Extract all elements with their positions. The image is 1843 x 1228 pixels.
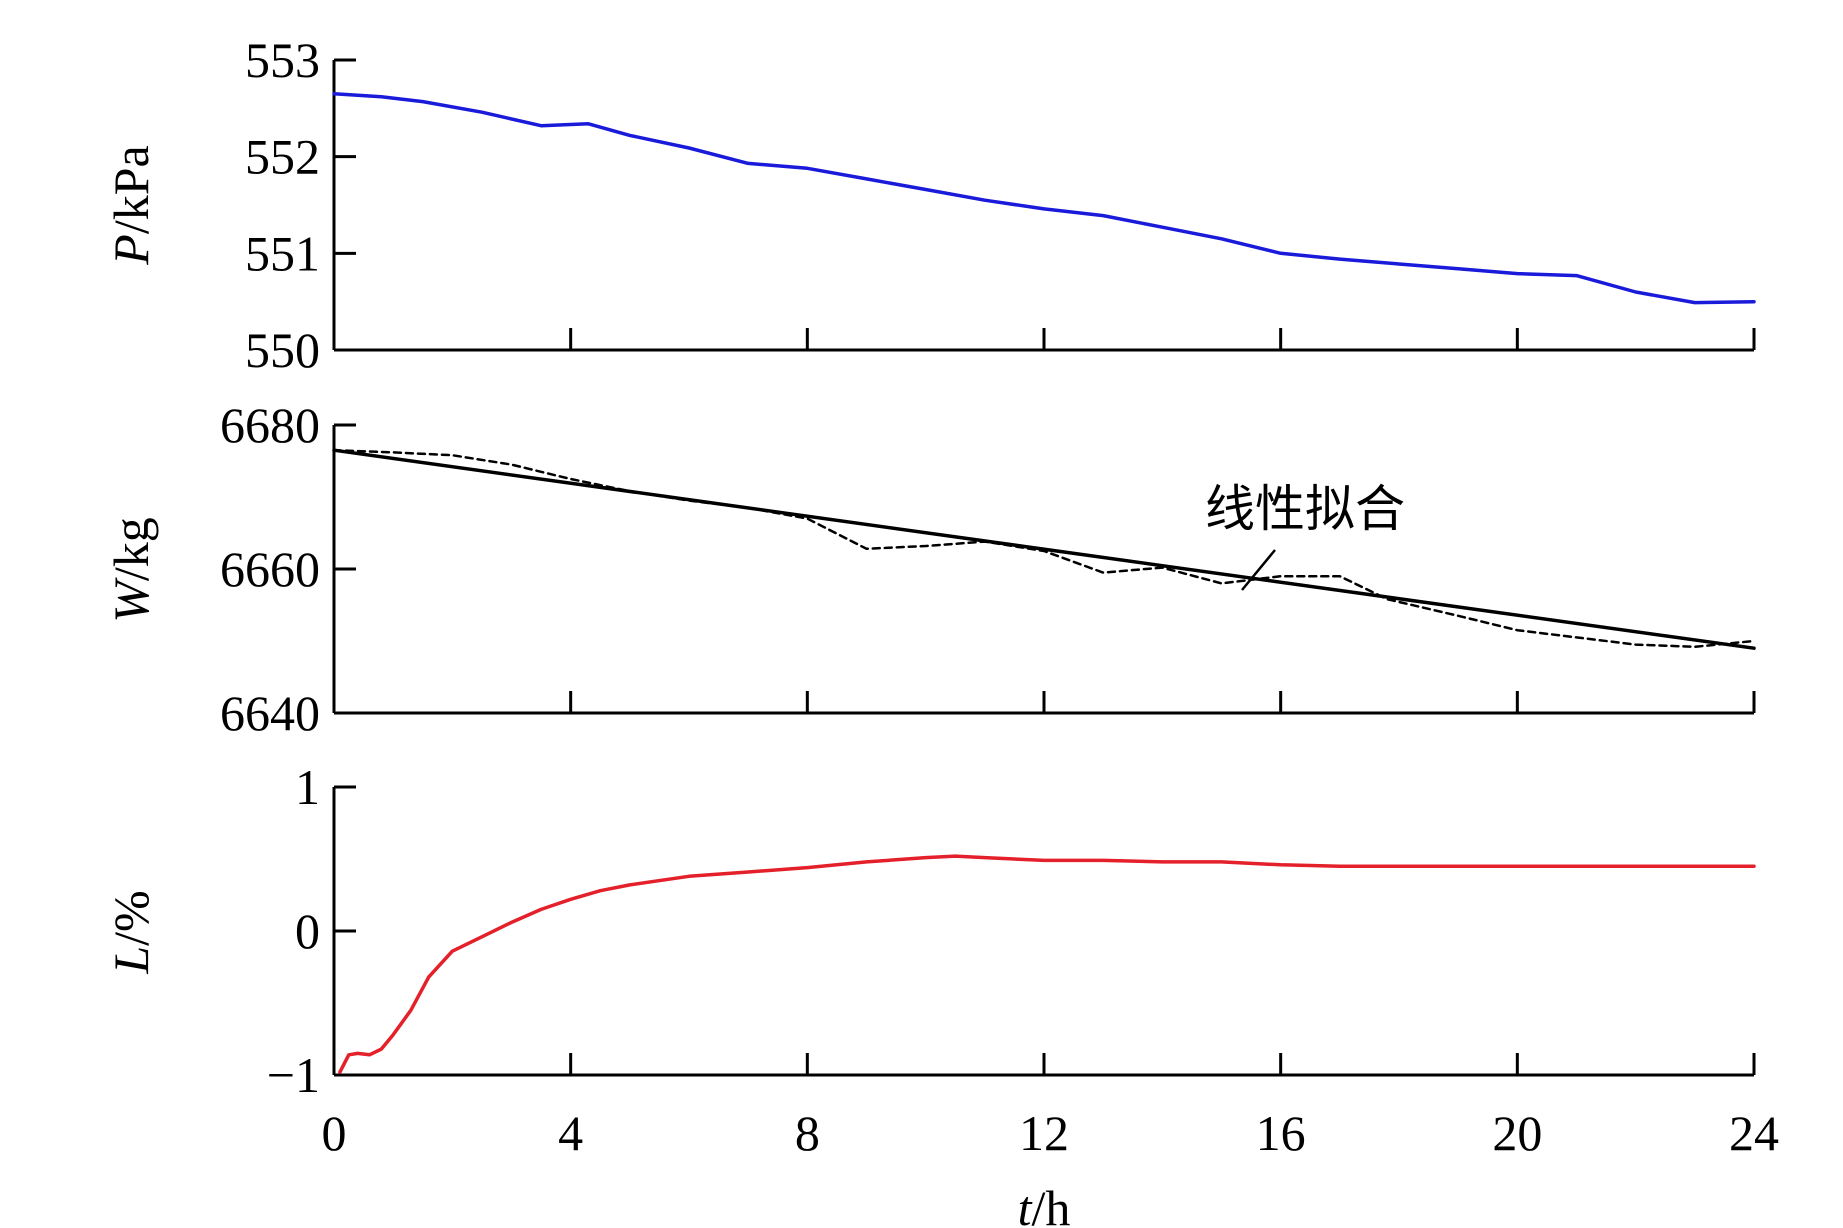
y-tick-label: 0 [295, 903, 320, 959]
x-axis-unit: /h [1032, 1180, 1071, 1228]
x-axis-symbol: t [1018, 1180, 1033, 1228]
y-tick-label: 550 [245, 322, 320, 378]
y-axis-unit: /kg [103, 517, 159, 581]
x-tick-label: 4 [558, 1105, 583, 1161]
y-axis-title: P/kPa [103, 145, 159, 265]
series-line-linear-fit [332, 448, 1756, 650]
y-tick-label: 6680 [220, 397, 320, 453]
y-axis-symbol: P [103, 234, 159, 266]
y-tick-label: 6660 [220, 541, 320, 597]
y-tick-label: 553 [245, 32, 320, 88]
series-line-measured [332, 448, 1756, 649]
y-tick-label: 552 [245, 129, 320, 185]
y-tick-label: 551 [245, 225, 320, 281]
chart-panels: 550551552553P/kPa664066606680W/kg线性拟合−10… [103, 32, 1779, 1228]
y-axis-symbol: W [103, 577, 159, 623]
x-tick-label: 16 [1256, 1105, 1306, 1161]
y-axis-unit: /% [103, 890, 159, 946]
x-tick-label: 20 [1492, 1105, 1542, 1161]
series-line [332, 92, 1756, 305]
x-tick-label: 0 [322, 1105, 347, 1161]
y-axis-symbol: L [103, 946, 159, 975]
y-tick-label: 1 [295, 759, 320, 815]
x-tick-label: 8 [795, 1105, 820, 1161]
series-line [338, 854, 1756, 1074]
annotation-label: 线性拟合 [1205, 480, 1405, 538]
y-axis-unit: /kPa [103, 145, 159, 234]
y-tick-label: −1 [267, 1047, 320, 1103]
x-tick-label: 24 [1729, 1105, 1779, 1161]
x-tick-label: 12 [1019, 1105, 1069, 1161]
annotation-leader [1241, 549, 1276, 591]
y-axis-title: L/% [103, 890, 159, 974]
panel-top: 550 551 552 553 P/kPa [103, 32, 1756, 378]
x-axis-title: t/h [1018, 1180, 1071, 1228]
y-axis-title: W/kg [103, 517, 159, 623]
panel-middle: 6640 6660 6680 W/kg 线性拟合 [103, 397, 1756, 741]
y-tick-label: 6640 [220, 685, 320, 741]
